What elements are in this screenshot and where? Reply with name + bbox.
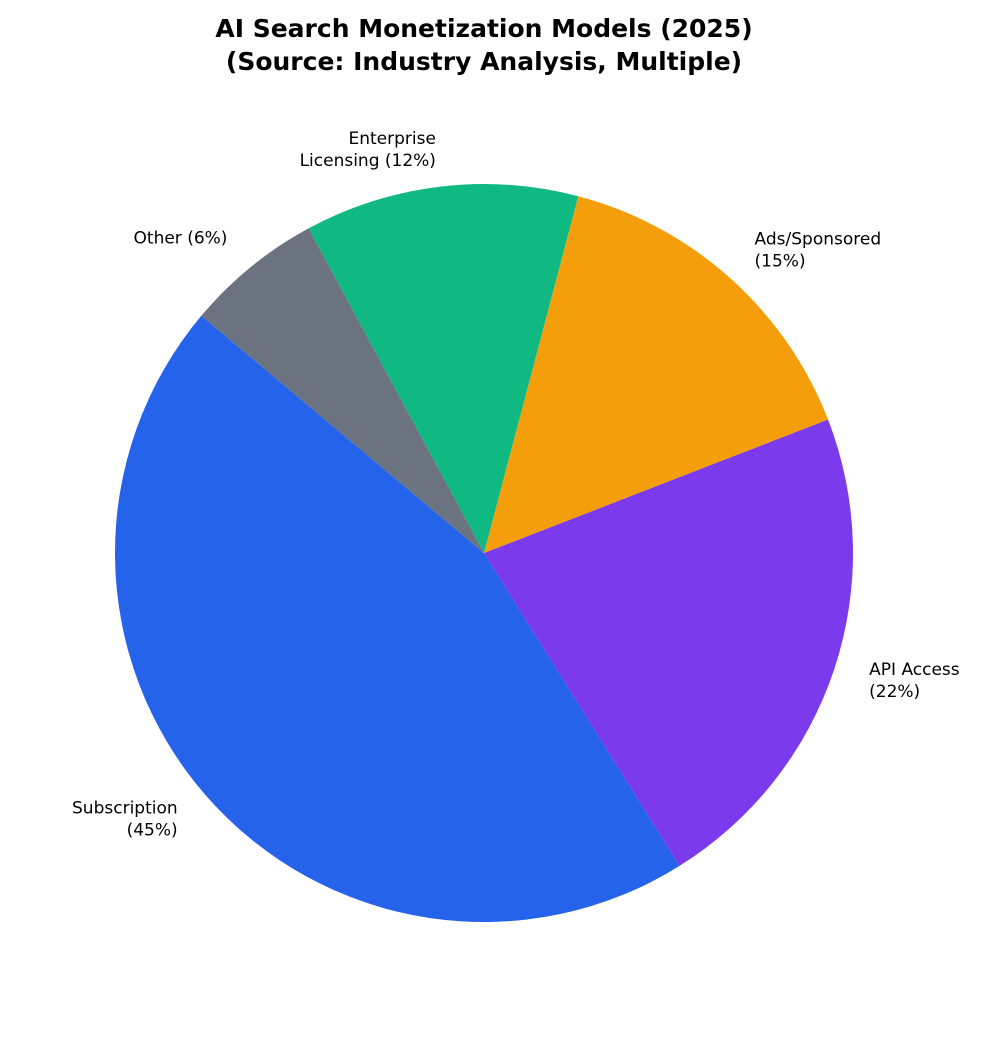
pie-slice xyxy=(484,419,853,866)
pie-slice xyxy=(115,315,680,922)
pie-slice xyxy=(308,184,579,553)
pie-slice xyxy=(484,196,829,553)
slice-label: Enterprise Licensing (12%) xyxy=(300,129,436,171)
slice-label: Other (6%) xyxy=(134,228,228,248)
chart-title: AI Search Monetization Models (2025) (Sou… xyxy=(215,14,752,76)
pie-slice xyxy=(201,228,485,554)
slice-label: API Access (22%) xyxy=(869,660,960,702)
slice-label: Ads/Sponsored (15%) xyxy=(755,229,882,271)
slice-label: Subscription (45%) xyxy=(72,798,178,840)
